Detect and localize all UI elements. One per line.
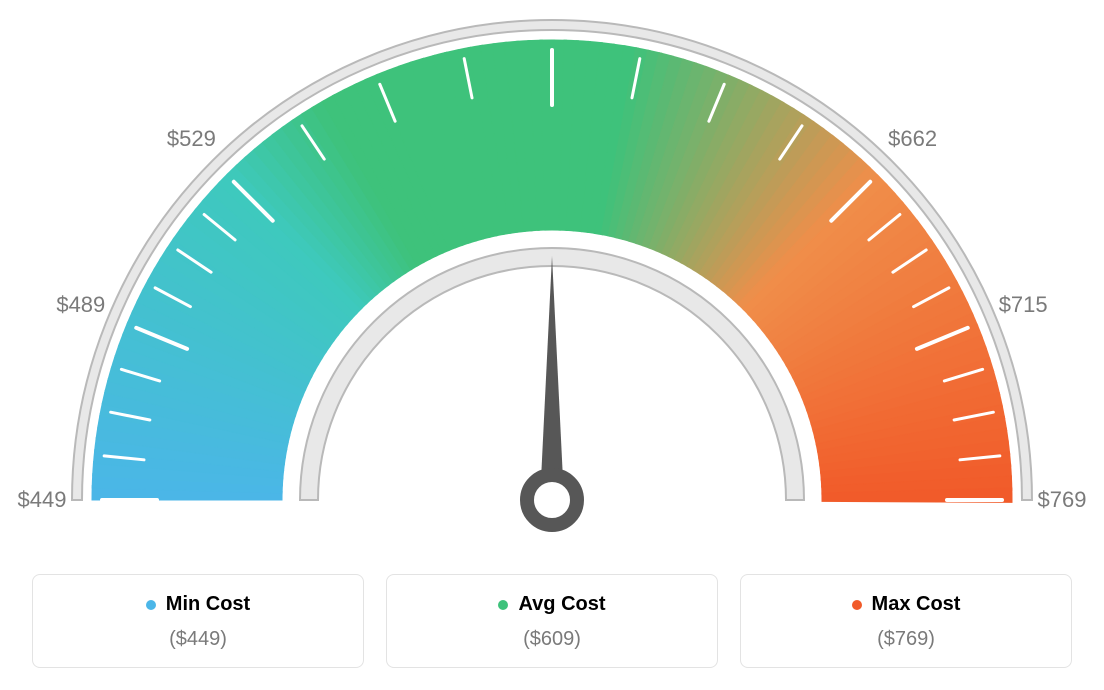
gauge-tick-label: $529 (167, 126, 216, 152)
gauge-tick-label: $449 (18, 487, 67, 513)
legend-row: Min Cost ($449) Avg Cost ($609) Max Cost… (0, 574, 1104, 668)
legend-card-avg: Avg Cost ($609) (386, 574, 718, 668)
gauge-tick-label: $489 (56, 292, 105, 318)
legend-dot-avg (498, 600, 508, 610)
gauge-needle (540, 256, 564, 500)
gauge-svg (0, 0, 1104, 560)
gauge-tick-label: $715 (999, 292, 1048, 318)
gauge-tick-label: $609 (528, 0, 577, 3)
gauge-area: $449 $489 $529 $609 $662 $715 $769 (0, 0, 1104, 560)
legend-title-min: Min Cost (146, 593, 250, 616)
legend-label: Avg Cost (518, 593, 605, 616)
legend-value-max: ($769) (751, 628, 1061, 651)
legend-label: Max Cost (872, 593, 961, 616)
gauge-tick-label: $662 (888, 126, 937, 152)
gauge-hub (527, 475, 577, 525)
gauge-tick-label: $769 (1038, 487, 1087, 513)
legend-title-max: Max Cost (852, 593, 961, 616)
legend-value-min: ($449) (43, 628, 353, 651)
legend-value-avg: ($609) (397, 628, 707, 651)
legend-card-max: Max Cost ($769) (740, 574, 1072, 668)
legend-title-avg: Avg Cost (498, 593, 605, 616)
legend-label: Min Cost (166, 593, 250, 616)
legend-dot-min (146, 600, 156, 610)
legend-dot-max (852, 600, 862, 610)
legend-card-min: Min Cost ($449) (32, 574, 364, 668)
cost-gauge-widget: $449 $489 $529 $609 $662 $715 $769 Min Cost ($… (0, 0, 1104, 690)
